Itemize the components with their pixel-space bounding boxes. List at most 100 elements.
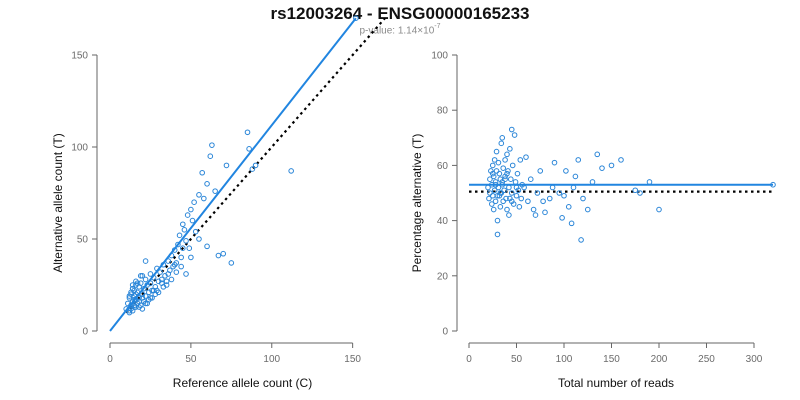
- panel-2-y-tick-label: 40: [437, 216, 449, 227]
- panel-2-data-point: [501, 187, 507, 194]
- panel-1-data-point: [136, 304, 142, 310]
- panel-2-x-tick-label: 300: [746, 354, 763, 365]
- panel-2-x-tick-label: 100: [556, 354, 573, 365]
- panel-2-data-point: [509, 162, 516, 169]
- panel-2-data-point: [506, 212, 512, 218]
- panel-2-data-point: [489, 162, 496, 169]
- panel-1-data-point: [137, 280, 144, 286]
- panel-2-data-point: [637, 190, 643, 196]
- panel-2-data-point: [584, 206, 591, 213]
- panel-2-data-point: [503, 195, 509, 202]
- panel-1-y-axis-label: Alternative allele count (T): [51, 133, 65, 272]
- panel-2-data-point: [556, 190, 563, 196]
- panel-1-data-point: [136, 298, 142, 305]
- panel-1-data-point: [158, 276, 165, 283]
- panel-1-data-point: [252, 162, 259, 169]
- panel-1-data-point: [133, 304, 139, 310]
- panel-2-data-point: [500, 198, 507, 205]
- panel-2-data-point: [494, 217, 501, 224]
- panel-2-data-point: [632, 187, 639, 194]
- panel-1-data-point: [199, 169, 206, 176]
- panel-2-data-point: [534, 190, 541, 196]
- panel-2-y-axis-label: Percentage alternative (T): [410, 134, 424, 273]
- panel-2-x-tick-label: 250: [698, 354, 715, 365]
- panel-1-data-point: [215, 252, 222, 259]
- panel-2-data-point: [489, 201, 495, 207]
- panel-2-data-point: [492, 198, 499, 205]
- panel-1-data-point: [353, 15, 359, 22]
- panel-1-data-point: [249, 166, 256, 172]
- panel-2-data-point: [486, 195, 492, 202]
- panel-2-data-point: [549, 184, 556, 191]
- panel-2-data-point: [532, 212, 539, 218]
- panel-1-data-point: [139, 273, 146, 279]
- panel-2-data-point: [646, 179, 653, 185]
- panel-2-data-point: [504, 206, 510, 213]
- panel-1-data-point: [173, 269, 180, 275]
- panel-2-data-point: [578, 237, 584, 243]
- panel-1-x-axis-label: Reference allele count (C): [173, 376, 312, 390]
- panel-2-data-point: [506, 184, 512, 191]
- panel-1-data-point: [189, 217, 196, 224]
- panel-2-data-point: [572, 173, 579, 180]
- panel-2-x-tick-label: 200: [651, 354, 668, 365]
- panel-1-data-point: [223, 162, 230, 169]
- panel-1-data-point: [131, 296, 138, 303]
- figure-title: rs12003264 - ENSG00000165233: [270, 4, 530, 23]
- panel-2-data-point: [491, 187, 498, 194]
- panel-1-x-tick-label: 150: [344, 354, 361, 365]
- panel-1-data-point: [149, 295, 155, 301]
- panel-2-data-point: [504, 170, 510, 177]
- panel-2-data-point: [563, 168, 569, 174]
- panel-1-data-point: [171, 261, 178, 268]
- panel-2-x-tick-label: 50: [511, 354, 523, 365]
- panel-1-data-point: [288, 168, 294, 174]
- panel-2-data-point: [559, 215, 565, 221]
- panel-2-data-point: [551, 159, 558, 166]
- p-value-text: p-value: 1.14×10: [359, 25, 435, 37]
- panel-2-data-point: [527, 176, 534, 182]
- panel-1-data-point: [142, 276, 149, 283]
- panel-2-data-point: [513, 192, 520, 199]
- panel-2-data-point: [491, 157, 498, 163]
- panel-1-data-point: [175, 241, 181, 248]
- panel-2-data-point: [497, 190, 504, 196]
- panel-1-data-point: [165, 271, 172, 277]
- panel-2-data-point: [580, 195, 586, 202]
- panel-1-data-point: [212, 188, 218, 194]
- panel-2-data-point: [499, 135, 506, 141]
- panel-2-data-point: [490, 173, 497, 180]
- panel-1-y-tick-label: 0: [82, 327, 88, 338]
- panel-1-data-point: [184, 212, 191, 218]
- panel-1-y-tick-label: 150: [71, 51, 88, 62]
- p-value-subtitle: p-value: 1.14×10-7: [0, 23, 800, 37]
- panel-1-data-point: [157, 269, 163, 275]
- panel-1-data-point: [179, 245, 186, 251]
- panel-2-data-point: [561, 192, 567, 199]
- panel-2-data-point: [525, 198, 531, 205]
- panel-1-data-point: [181, 227, 188, 233]
- panel-1-data-point: [179, 221, 186, 228]
- panel-2-data-point: [542, 209, 548, 216]
- panel-1-data-point: [196, 236, 202, 242]
- panel-2-data-point: [575, 157, 582, 163]
- panel-2-data-point: [493, 168, 500, 174]
- panel-2-data-point: [504, 151, 510, 158]
- panel-1-data-point: [163, 278, 170, 285]
- panel-1-data-point: [204, 181, 210, 187]
- panel-2-data-point: [508, 176, 514, 182]
- panel-2-x-axis-label: Total number of reads: [558, 376, 674, 390]
- panel-1-data-point: [134, 280, 141, 286]
- panel-2-data-point: [594, 151, 601, 158]
- panel-2-data-point: [497, 204, 504, 210]
- panel-1-data-point: [244, 129, 251, 136]
- panel-1-reference-line: [125, 17, 386, 314]
- panel-2-data-point: [589, 179, 596, 185]
- panel-1-data-point: [147, 271, 154, 277]
- panel-1-data-point: [137, 273, 144, 279]
- panel-1-x-tick-label: 100: [263, 354, 280, 365]
- panel-2-y-tick-label: 60: [437, 161, 449, 172]
- panel-1-data-point: [207, 153, 214, 159]
- panel-2-data-point: [494, 192, 501, 199]
